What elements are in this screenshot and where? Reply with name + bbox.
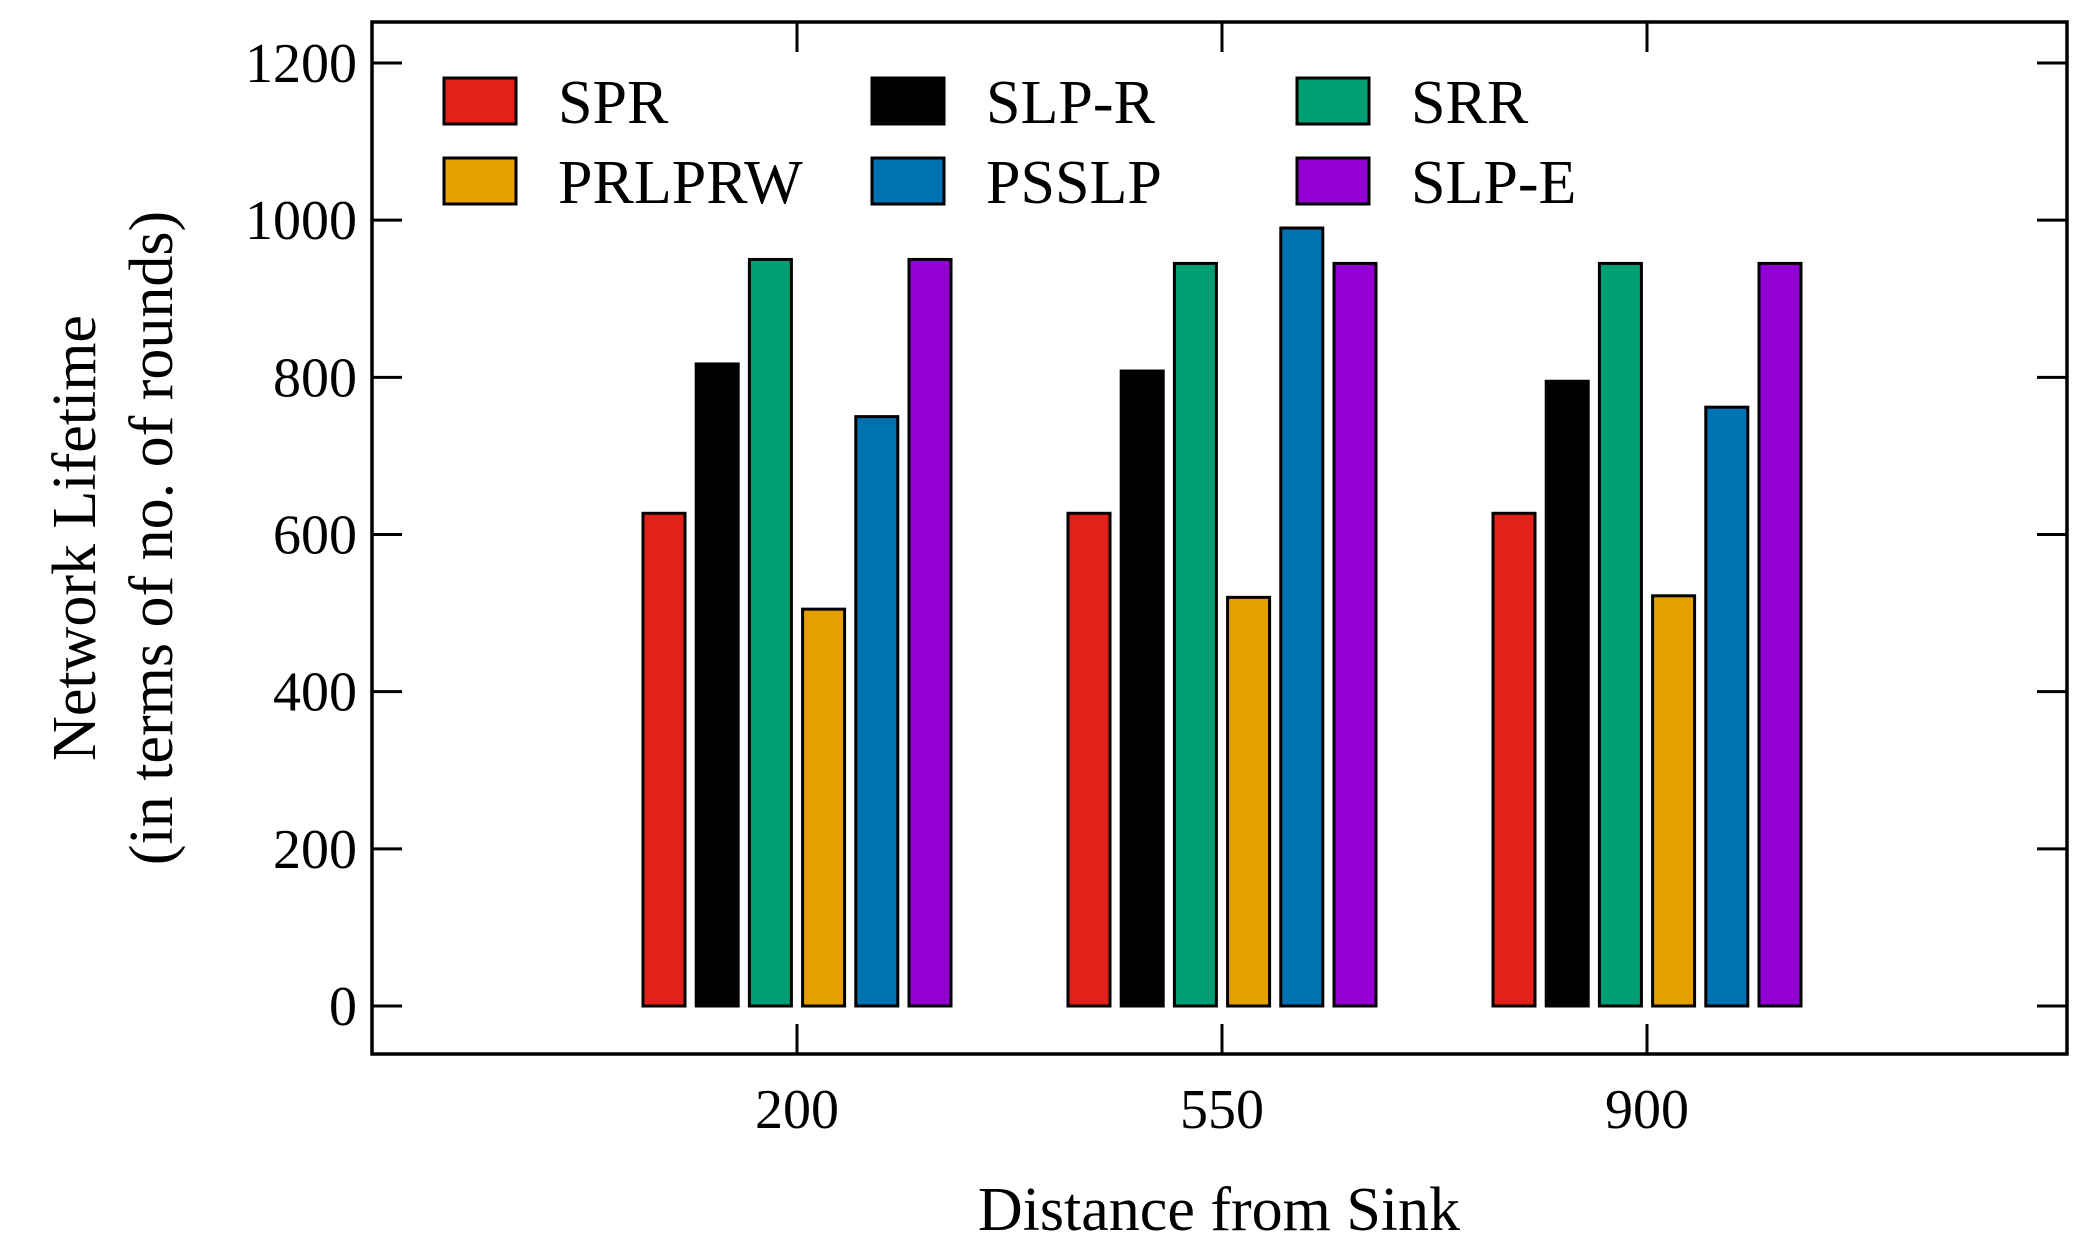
x-tick-label: 550 [1180, 1079, 1264, 1141]
legend-label-srr: SRR [1411, 69, 1529, 137]
y-tick-label: 200 [273, 819, 357, 881]
plot-frame [370, 20, 2069, 1056]
bar-prlprw-900 [1651, 594, 1697, 1008]
bar-srr-550 [1172, 261, 1218, 1008]
y-axis-title-line2: (in terms of no. of rounds) [118, 211, 186, 865]
bar-psslp-900 [1704, 405, 1750, 1008]
x-tick-label: 200 [755, 1079, 839, 1141]
bar-slp-e-550 [1332, 261, 1378, 1008]
y-tick-label: 600 [273, 505, 357, 567]
bar-slp-r-550 [1119, 369, 1165, 1008]
bar-srr-900 [1597, 261, 1643, 1008]
legend-label-spr: SPR [558, 69, 669, 137]
legend-swatch-prlprw [442, 156, 518, 206]
y-tick-label: 0 [329, 976, 357, 1038]
legend-swatch-srr [1295, 76, 1371, 126]
legend: SPR SLP-R SRR PRLPRW PSSLP SLP-E [442, 69, 1576, 217]
bar-slp-e-200 [907, 257, 953, 1008]
y-tick-label: 1200 [245, 33, 357, 95]
bar-spr-200 [641, 511, 687, 1008]
legend-swatch-psslp [870, 156, 946, 206]
bar-psslp-200 [854, 415, 900, 1008]
legend-swatch-slp-r [870, 76, 946, 126]
legend-label-slp-r: SLP-R [986, 69, 1155, 137]
y-axis-title-line1: Network Lifetime [41, 315, 109, 761]
x-axis-title: Distance from Sink [978, 1176, 1460, 1244]
ticks-layer: 0 200 400 600 800 1000 1200 200 550 900 [245, 22, 2067, 1141]
bar-spr-900 [1491, 511, 1537, 1008]
y-tick-label: 400 [273, 662, 357, 724]
legend-label-prlprw: PRLPRW [558, 149, 803, 217]
legend-swatch-spr [442, 76, 518, 126]
bars-layer [641, 226, 1803, 1008]
bar-slp-r-900 [1544, 379, 1590, 1008]
bar-prlprw-200 [801, 607, 847, 1008]
bar-prlprw-550 [1226, 595, 1272, 1008]
x-tick-label: 900 [1605, 1079, 1689, 1141]
legend-label-psslp: PSSLP [986, 149, 1162, 217]
y-tick-label: 800 [273, 347, 357, 409]
bar-spr-550 [1066, 511, 1112, 1008]
legend-label-slp-e: SLP-E [1411, 149, 1576, 217]
bar-srr-200 [747, 257, 793, 1008]
y-tick-label: 1000 [245, 190, 357, 252]
bar-psslp-550 [1279, 226, 1325, 1008]
bar-slp-e-900 [1757, 261, 1803, 1008]
legend-swatch-slp-e [1295, 156, 1371, 206]
bar-slp-r-200 [694, 362, 740, 1008]
